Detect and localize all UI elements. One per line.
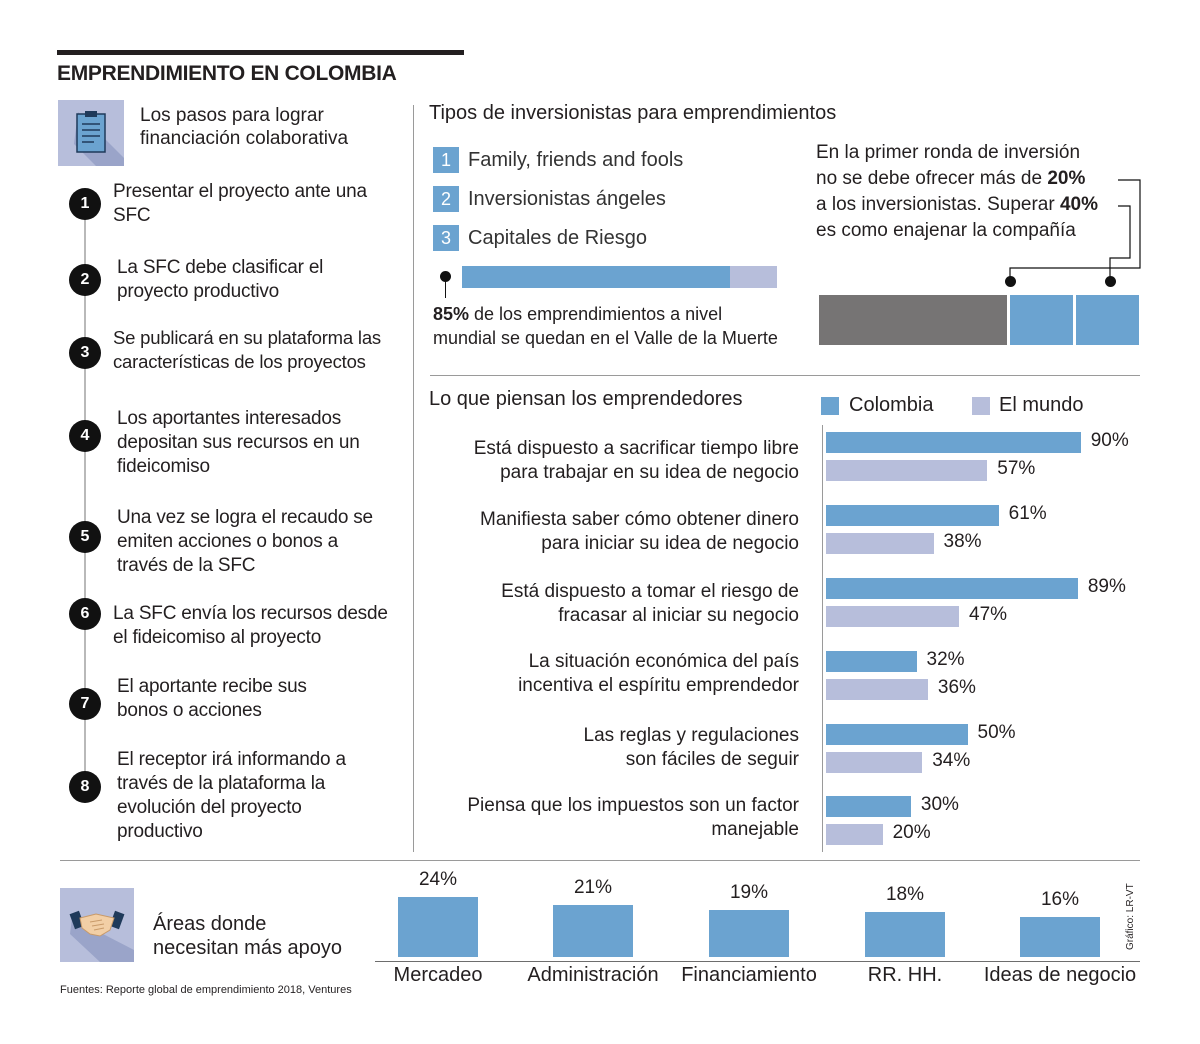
area-label: Mercadeo [393,964,483,986]
step-text: Una vez se logra el recaudo se emiten ac… [117,507,373,576]
step-number: 5 [69,521,101,553]
bar-value-label: 32% [926,649,965,670]
category-label: Las reglas y regulaciones son fáciles de … [583,725,799,770]
bar-value-label: 90% [1090,430,1129,451]
investor-type: 2 Inversionistas ángeles [433,186,666,212]
legend-label: Colombia [849,394,934,416]
area-value-label: 21% [573,876,613,898]
area-bar [865,912,945,957]
legend-swatch-world [972,397,990,415]
area-bar [1020,917,1100,957]
area-label: Ideas de negocio [983,964,1137,986]
area-label: RR. HH. [867,964,943,986]
step-number: 3 [69,337,101,369]
steps-connector [84,204,86,794]
bar-value-label: 38% [943,531,982,552]
equity-segment [1010,295,1074,345]
column-divider [413,105,414,852]
valley-bar-track [462,266,777,288]
bar-mundo [826,460,988,481]
bar-value-label: 57% [997,458,1036,479]
bar-mundo [826,824,883,845]
step-text: El receptor irá informando a través de l… [117,749,346,842]
equity-split-bar [819,295,1139,345]
category-label: Está dispuesto a sacrificar tiempo libre… [473,438,799,483]
step-text: Presentar el proyecto ante una SFC [113,181,367,226]
title-rule [57,50,464,55]
bar-value-label: 89% [1087,576,1126,597]
page-title: EMPRENDIMIENTO EN COLOMBIA [57,62,397,85]
opinions-title: Lo que piensan los emprendedores [429,388,743,410]
bar-colombia [826,432,1081,453]
bar-mundo [826,533,934,554]
bar-mundo [826,752,923,773]
bar-value-label: 61% [1008,503,1047,524]
clipboard-icon [58,100,124,166]
step-number: 8 [69,771,101,803]
bar-colombia [826,578,1078,599]
bar-value-label: 20% [892,822,931,843]
step-text: Los aportantes interesados depositan sus… [117,408,360,477]
area-bar [553,904,633,957]
valley-bar-fill [462,266,730,288]
bar-value-label: 36% [937,677,976,698]
bar-value-label: 50% [977,722,1016,743]
bar-colombia [826,505,999,526]
bar-value-label: 34% [932,750,971,771]
step-text: Se publicará en su plataforma las caract… [113,327,381,372]
area-value-label: 18% [885,884,925,905]
section-divider [430,375,1140,376]
pointer-line [445,278,446,298]
category-label: Manifiesta saber cómo obtener dinero para… [480,509,799,554]
step-text: La SFC debe clasificar el proyecto produ… [117,257,324,302]
first-round-note: En la primer ronda de inversión no se de… [816,142,1098,241]
step-number: 6 [69,598,101,630]
legend-label: El mundo [999,394,1084,416]
step-number: 7 [69,688,101,720]
equity-segment [819,295,1008,345]
areas-axis [375,961,1140,962]
bar-mundo [826,606,959,627]
step-number: 2 [69,264,101,296]
step-number: 4 [69,420,101,452]
category-label: Piensa que los impuestos son un factor ma… [467,795,799,840]
step-text: El aportante recibe sus bonos o acciones [117,676,307,721]
category-label: La situación económica del país incentiva… [518,651,799,696]
handshake-icon [60,888,134,962]
area-value-label: 24% [418,869,458,890]
investor-type: 3 Capitales de Riesgo [433,225,647,251]
pointer-dot [440,271,451,282]
bar-value-label: 30% [920,794,959,815]
area-bar [709,909,789,957]
area-value-label: 16% [1040,889,1080,910]
areas-title: Áreas donde necesitan más apoyo [153,913,343,959]
step-number: 1 [69,188,101,220]
bar-colombia [826,651,917,672]
area-label: Financiamiento [681,964,817,986]
area-bar [398,897,478,957]
area-label: Administración [527,964,659,986]
valley-caption: 85% de los emprendimientos a nivel mundi… [433,304,778,348]
section-divider [60,860,1140,861]
chart-axis [822,425,823,852]
callout-lines [1009,179,1141,280]
bar-value-label: 47% [969,604,1008,625]
investors-title: Tipos de inversionistas para emprendimie… [429,102,837,124]
bar-colombia [826,796,911,817]
category-label: Está dispuesto a tomar el riesgo de fraca… [501,581,799,626]
graphic-credit: Gráfico: LR-VT [1125,883,1136,950]
bar-mundo [826,679,928,700]
bar-colombia [826,724,968,745]
area-value-label: 19% [729,881,769,903]
callout-dot [1105,276,1116,287]
legend-swatch-colombia [821,397,839,415]
investor-type: 1 Family, friends and fools [433,147,683,173]
steps-title: Los pasos para lograr financiación colab… [140,105,349,149]
source-note: Fuentes: Reporte global de emprendimient… [60,984,352,996]
callout-dot [1005,276,1016,287]
step-text: La SFC envía los recursos desde el fidei… [113,603,388,648]
equity-segment [1076,295,1139,345]
